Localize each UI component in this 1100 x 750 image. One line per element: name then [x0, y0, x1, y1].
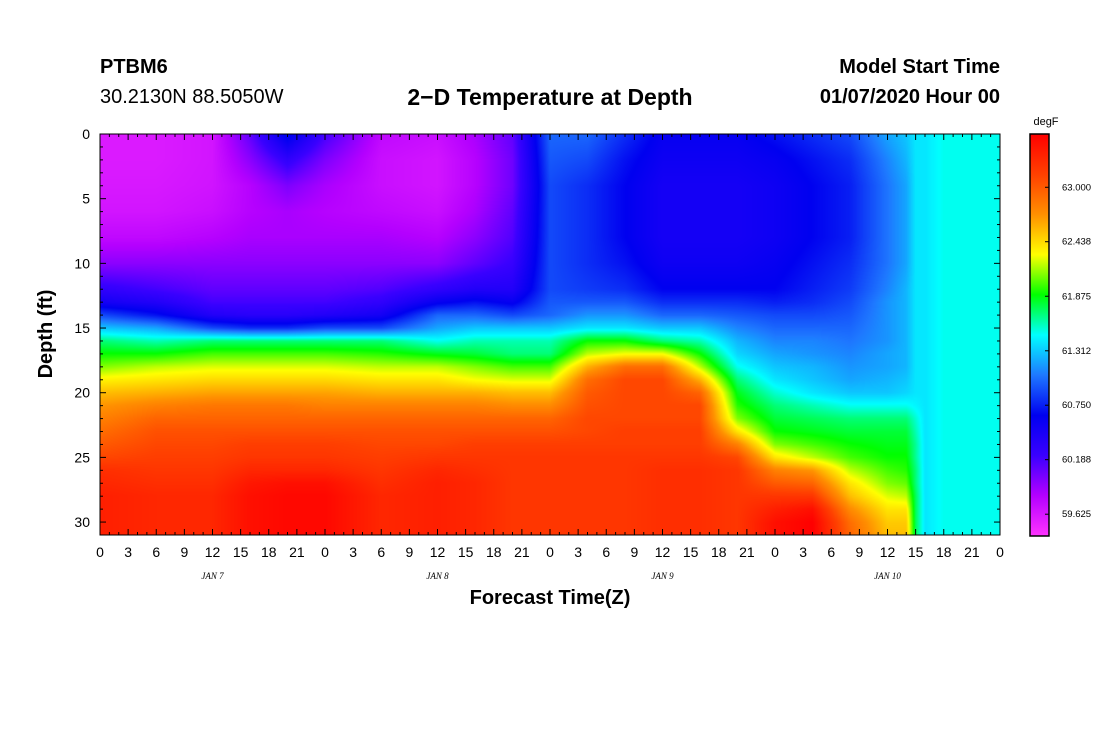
station-id: PTBM6 [100, 56, 168, 78]
x-tick-label: 15 [233, 544, 249, 560]
x-tick-label: 21 [739, 544, 755, 560]
x-tick-label: 15 [458, 544, 474, 560]
x-tick-label: 0 [996, 544, 1004, 560]
x-tick-label: 21 [964, 544, 980, 560]
y-tick-label: 20 [74, 385, 90, 401]
x-tick-label: 15 [908, 544, 924, 560]
colorbar-tick-label: 62.438 [1062, 237, 1091, 248]
colorbar-scale [1029, 133, 1050, 537]
x-tick-label: 15 [683, 544, 699, 560]
colorbar: degF 63.000 62.438 61.875 61.312 60.750 60.18… [1029, 116, 1091, 537]
y-tick-label: 30 [74, 514, 90, 530]
x-tick-label: 0 [771, 544, 779, 560]
x-tick-label: 12 [430, 544, 446, 560]
y-tick-label: 15 [74, 320, 90, 336]
y-tick-label: 5 [82, 191, 90, 207]
date-label: JAN 9 [651, 571, 674, 581]
x-tick-label: 0 [546, 544, 554, 560]
x-tick-label: 3 [574, 544, 582, 560]
model-start-label: Model Start Time [839, 56, 1000, 78]
y-axis-tick-labels: 0 5 10 15 20 25 30 [74, 126, 90, 530]
y-tick-label: 10 [74, 255, 90, 271]
chart-title: 2−D Temperature at Depth [407, 84, 693, 110]
x-axis-ticks [99, 134, 1001, 535]
x-tick-label: 6 [602, 544, 610, 560]
date-label: JAN 7 [201, 571, 224, 581]
y-tick-label: 0 [82, 126, 90, 142]
date-label: JAN 8 [426, 571, 449, 581]
x-tick-label: 6 [377, 544, 385, 560]
x-tick-label: 21 [289, 544, 305, 560]
x-tick-label: 0 [321, 544, 329, 560]
colorbar-tick-label: 61.875 [1062, 291, 1091, 302]
colorbar-ticks: 63.000 62.438 61.875 61.312 60.750 60.188 59.6… [1045, 182, 1091, 520]
x-tick-label: 6 [152, 544, 160, 560]
date-label: JAN 10 [874, 571, 901, 581]
x-tick-label: 18 [711, 544, 727, 560]
x-tick-label: 9 [180, 544, 188, 560]
x-tick-label: 9 [855, 544, 863, 560]
model-start-value: 01/07/2020 Hour 00 [819, 86, 1000, 108]
x-tick-label: 6 [827, 544, 835, 560]
x-tick-label: 12 [205, 544, 221, 560]
x-axis-title: Forecast Time(Z) [470, 587, 631, 609]
colorbar-tick-label: 61.312 [1062, 346, 1091, 357]
x-tick-label: 9 [405, 544, 413, 560]
x-axis-tick-labels: 0 3 6 9 12 15 18 21 0 3 6 9 12 15 18 21 0 3 6 9 12 15 18 21 0 3 6 9… [96, 544, 1004, 560]
x-tick-label: 18 [486, 544, 502, 560]
x-tick-label: 3 [349, 544, 357, 560]
y-axis-title: Depth (ft) [35, 290, 57, 379]
colorbar-tick-label: 60.750 [1062, 400, 1091, 411]
station-coordinates: 30.2130N 88.5050W [100, 86, 284, 108]
x-tick-label: 3 [124, 544, 132, 560]
x-tick-label: 0 [96, 544, 104, 560]
heatmap-field [100, 134, 1000, 535]
colorbar-tick-label: 59.625 [1062, 509, 1091, 520]
colorbar-unit-label: degF [1033, 116, 1058, 128]
x-tick-label: 12 [655, 544, 671, 560]
x-tick-label: 12 [880, 544, 896, 560]
x-tick-label: 21 [514, 544, 530, 560]
colorbar-tick-label: 63.000 [1062, 182, 1091, 193]
date-labels: JAN 7 JAN 8 JAN 9 JAN 10 [201, 571, 901, 581]
x-tick-label: 18 [936, 544, 952, 560]
y-tick-label: 25 [74, 449, 90, 465]
plot-area [99, 133, 1001, 536]
x-tick-label: 18 [261, 544, 277, 560]
x-tick-label: 3 [799, 544, 807, 560]
colorbar-tick-label: 60.188 [1062, 455, 1091, 466]
x-tick-label: 9 [630, 544, 638, 560]
y-axis-ticks [100, 133, 1000, 536]
